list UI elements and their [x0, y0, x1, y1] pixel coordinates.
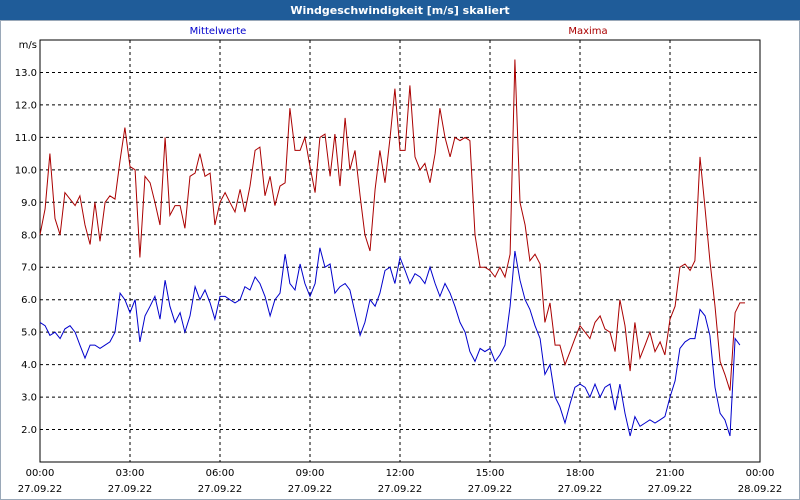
- y-axis-label: m/s: [19, 40, 37, 51]
- y-tick-label: 6.0: [21, 295, 37, 306]
- x-tick-date: 27.09.22: [108, 484, 153, 495]
- y-tick-label: 4.0: [21, 360, 37, 371]
- x-tick-time: 12:00: [386, 468, 415, 479]
- series-group: [39, 59, 745, 437]
- x-tick-time: 00:00: [746, 468, 775, 479]
- x-tick-date: 28.09.22: [738, 484, 783, 495]
- y-tick-label: 10.0: [15, 165, 37, 176]
- y-tick-label: 11.0: [15, 133, 37, 144]
- y-tick-label: 8.0: [21, 230, 37, 241]
- y-tick-label: 9.0: [21, 198, 37, 209]
- x-tick-date: 27.09.22: [18, 484, 63, 495]
- x-tick-time: 18:00: [566, 468, 595, 479]
- plot-area: [39, 39, 761, 463]
- x-axis: 00:00 27.09.22 03:00 27.09.22 06:00 27.09.22 0…: [18, 468, 783, 495]
- x-tick-date: 27.09.22: [288, 484, 333, 495]
- series-line-mittelwerte: [39, 247, 741, 437]
- x-tick-date: 27.09.22: [198, 484, 243, 495]
- series-line-maxima: [39, 59, 745, 391]
- y-tick-label: 7.0: [21, 263, 37, 274]
- y-axis: 2.0 3.0 4.0 5.0 6.0 7.0 8.0 9.0 10.0 11.0 12.0 13.0: [15, 68, 37, 436]
- x-tick-date: 27.09.22: [468, 484, 513, 495]
- x-tick-date: 27.09.22: [378, 484, 423, 495]
- x-tick-time: 03:00: [116, 468, 145, 479]
- x-tick-time: 21:00: [656, 468, 685, 479]
- chart-title: Windgeschwindigkeit [m/s] skaliert: [0, 0, 800, 20]
- x-tick-time: 06:00: [206, 468, 235, 479]
- y-tick-label: 12.0: [15, 100, 37, 111]
- legend-mittelwerte: Mittelwerte: [190, 26, 247, 37]
- x-tick-date: 27.09.22: [648, 484, 693, 495]
- x-tick-time: 15:00: [476, 468, 505, 479]
- x-tick-date: 27.09.22: [558, 484, 603, 495]
- x-tick-time: 09:00: [296, 468, 325, 479]
- y-tick-label: 3.0: [21, 393, 37, 404]
- legend-maxima: Maxima: [568, 26, 607, 37]
- y-tick-label: 2.0: [21, 425, 37, 436]
- y-tick-label: 5.0: [21, 328, 37, 339]
- grid-lines: [40, 40, 760, 462]
- y-tick-label: 13.0: [15, 68, 37, 79]
- x-tick-time: 00:00: [26, 468, 55, 479]
